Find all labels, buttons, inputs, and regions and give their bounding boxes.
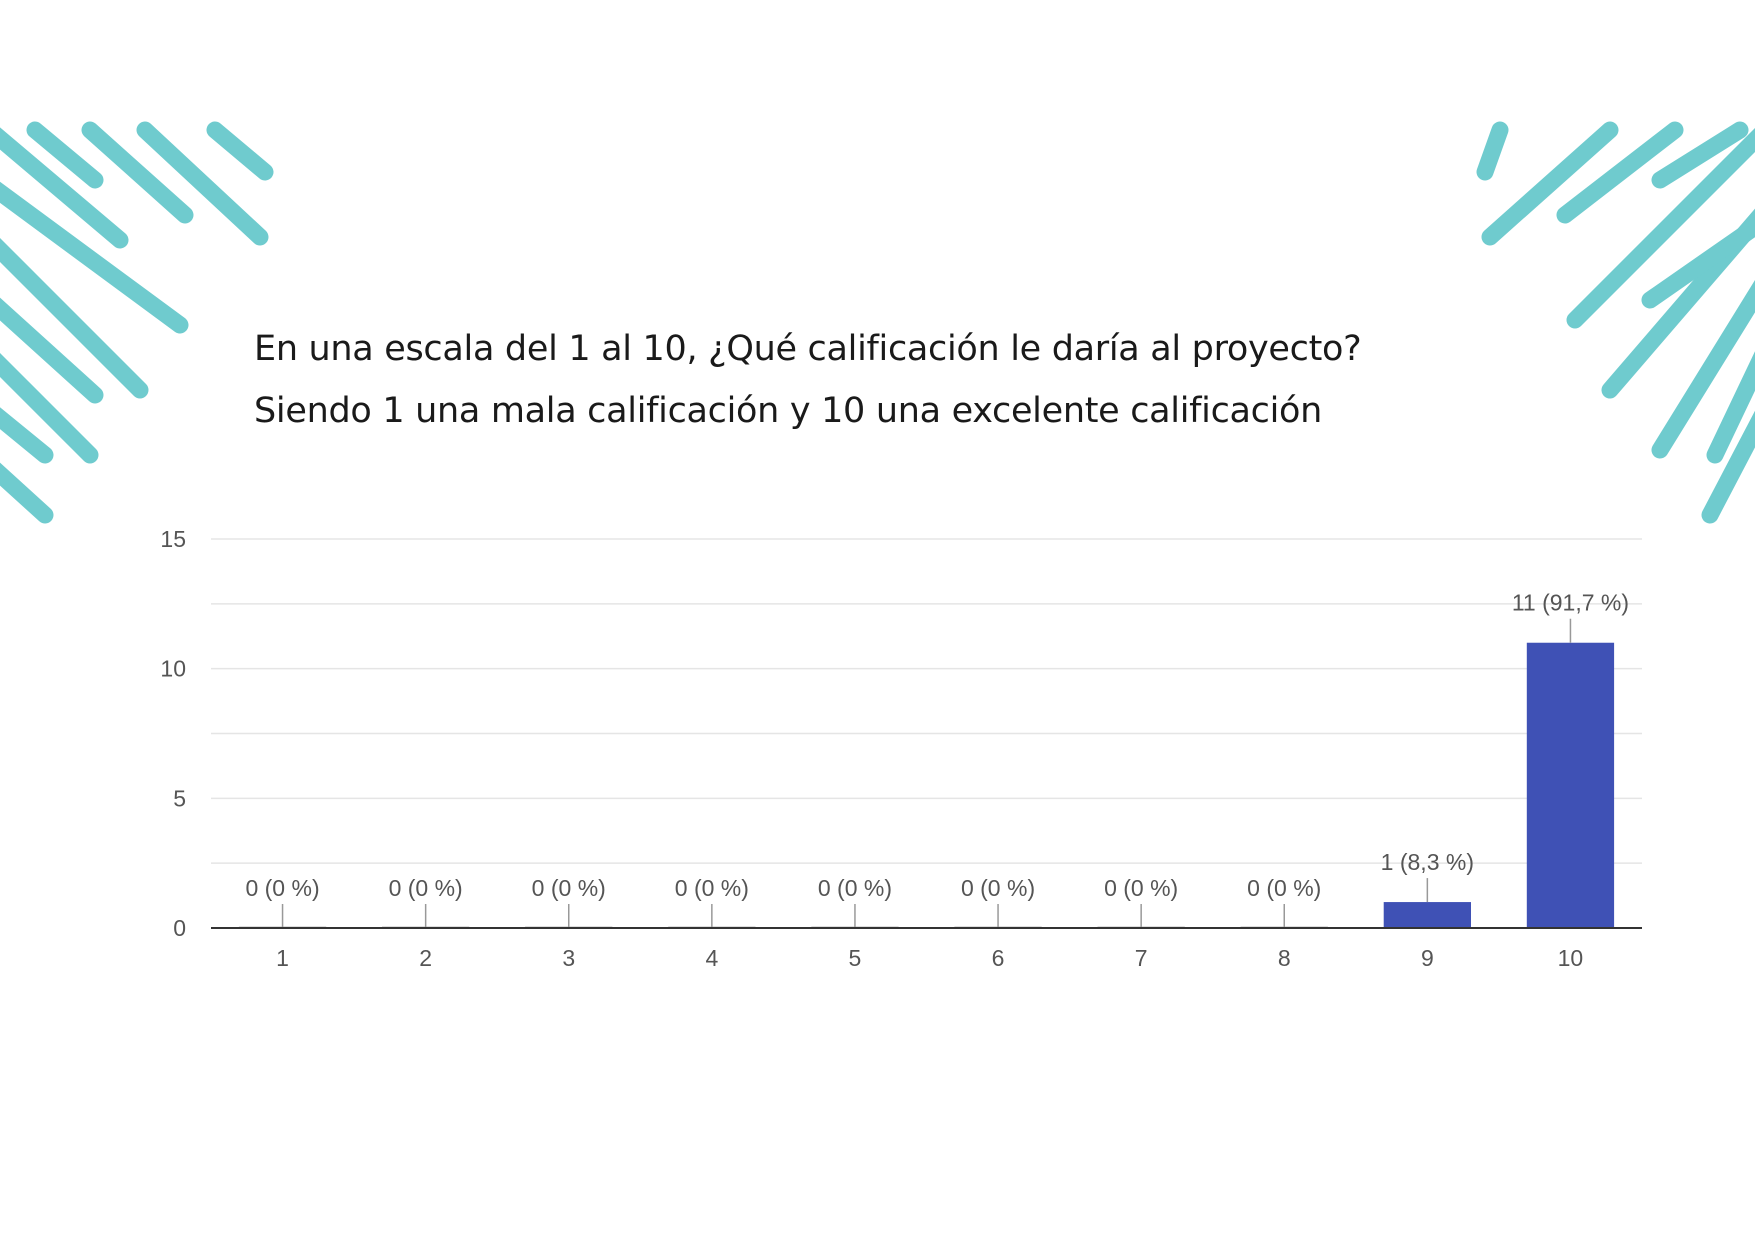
y-tick-label: 15 xyxy=(160,526,186,552)
bar-chart: 0 (0 %) 0 (0 %) 0 (0 %) 0 (0 %) 0 (0 %) 0 (0 … xyxy=(160,526,1642,971)
decoration-stripe xyxy=(1476,121,1509,181)
y-axis-ticks: 0 5 10 15 xyxy=(160,526,186,941)
decoration-stripe xyxy=(0,237,149,399)
decoration-stripe xyxy=(1701,410,1755,524)
data-label-leaders xyxy=(281,618,1572,928)
decoration-stripe xyxy=(136,121,269,246)
decoration-stripe xyxy=(1651,121,1749,189)
decoration-stripe xyxy=(1566,127,1755,329)
data-label: 0 (0 %) xyxy=(961,875,1035,901)
decoration-stripe xyxy=(1481,121,1619,246)
data-labels: 0 (0 %) 0 (0 %) 0 (0 %) 0 (0 %) 0 (0 %) 0 (0 … xyxy=(245,590,1629,901)
x-tick-label: 1 xyxy=(276,945,289,971)
x-tick-label: 9 xyxy=(1421,945,1434,971)
x-tick-label: 4 xyxy=(705,945,718,971)
x-axis-ticks: 1 2 3 4 5 6 7 8 9 10 xyxy=(276,945,1583,971)
data-label: 0 (0 %) xyxy=(389,875,463,901)
x-tick-label: 7 xyxy=(1135,945,1148,971)
question-line-1: En una escala del 1 al 10, ¿Qué califica… xyxy=(254,329,1362,369)
decoration-stripe xyxy=(0,127,129,249)
x-tick-label: 10 xyxy=(1558,945,1584,971)
data-label: 0 (0 %) xyxy=(675,875,749,901)
bar xyxy=(1526,642,1615,928)
data-label: 0 (0 %) xyxy=(532,875,606,901)
x-tick-label: 2 xyxy=(419,945,432,971)
decoration-stripe xyxy=(0,352,99,464)
decoration-stripe xyxy=(26,121,104,189)
question-text: En una escala del 1 al 10, ¿Qué califica… xyxy=(254,318,1554,442)
left-stripes-decoration xyxy=(0,121,274,524)
question-line-2: Siendo 1 una mala calificación y 10 una … xyxy=(254,391,1323,431)
x-tick-label: 8 xyxy=(1278,945,1291,971)
data-label: 0 (0 %) xyxy=(818,875,892,901)
data-label: 0 (0 %) xyxy=(1104,875,1178,901)
decoration-stripe xyxy=(0,297,104,404)
data-label: 1 (8,3 %) xyxy=(1381,849,1474,875)
decoration-stripe xyxy=(0,462,54,524)
x-tick-label: 6 xyxy=(992,945,1005,971)
y-tick-label: 0 xyxy=(173,915,186,941)
right-stripes-decoration xyxy=(1476,121,1755,524)
x-tick-label: 5 xyxy=(849,945,862,971)
data-label: 11 (91,7 %) xyxy=(1512,590,1629,616)
y-tick-label: 5 xyxy=(173,785,186,811)
data-label: 0 (0 %) xyxy=(1247,875,1321,901)
decoration-stripe xyxy=(206,121,274,181)
decoration-stripe xyxy=(0,407,54,464)
data-label: 0 (0 %) xyxy=(245,875,319,901)
grid-lines xyxy=(211,538,1642,864)
decoration-stripe xyxy=(1651,280,1755,459)
y-tick-label: 10 xyxy=(160,656,186,682)
decoration-stripe xyxy=(1556,121,1684,224)
x-tick-label: 3 xyxy=(562,945,575,971)
decoration-stripe xyxy=(0,181,189,334)
decoration-stripe xyxy=(1641,216,1755,309)
decoration-stripe xyxy=(81,121,194,224)
decoration-stripe xyxy=(1706,351,1755,464)
bar xyxy=(1383,902,1471,928)
